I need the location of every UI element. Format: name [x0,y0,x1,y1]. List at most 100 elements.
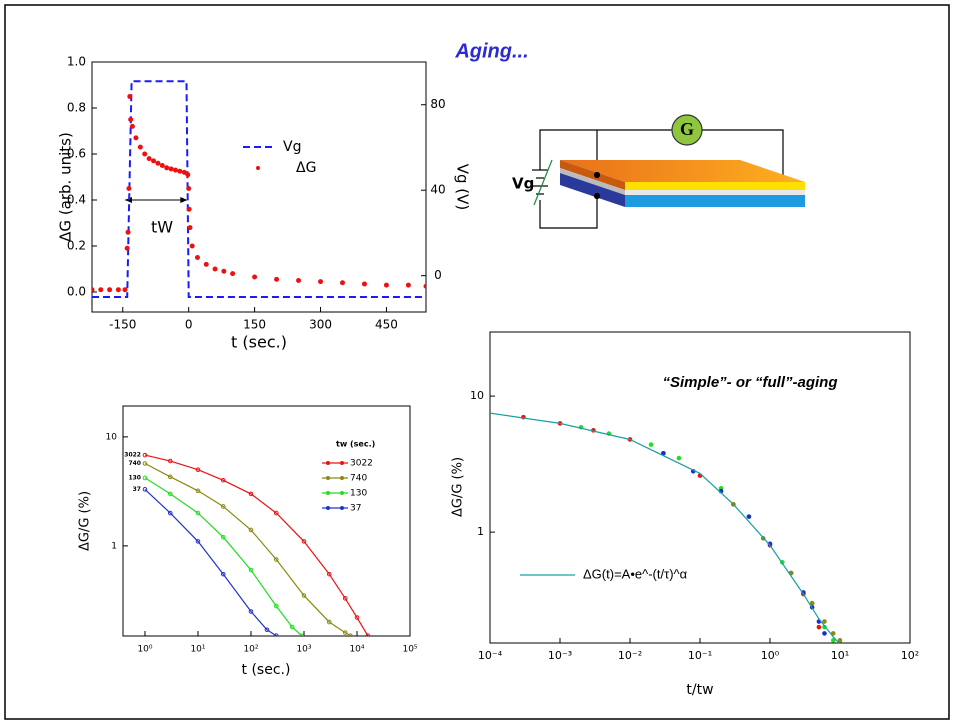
legend-swatch [340,491,344,495]
data-point [128,116,134,122]
x-tick-label: 10⁴ [349,645,364,655]
data-point [220,571,226,577]
data-point [248,491,254,497]
legend-label: ΔG [296,160,316,176]
arrow-head [124,197,188,203]
data-point [173,167,178,173]
data-point [354,615,360,620]
x-tick-label: 10⁻³ [548,649,572,662]
data-point [318,279,324,285]
legend-swatch [326,476,330,480]
data-point [365,633,371,636]
x-tick-label: 0 [185,318,193,332]
data-point [822,619,827,624]
data-point [92,287,95,293]
contact [593,171,601,179]
data-point [98,287,104,293]
annotation: “Simple”- or “full”-aging [663,374,838,391]
plot-area [142,452,371,636]
slide-title: Aging... [454,40,528,62]
data-point [167,491,173,497]
data-point [342,596,348,601]
data-point [837,638,843,643]
data-point [203,261,209,267]
data-point [830,631,836,636]
wire [539,129,672,170]
legend-swatch [340,506,344,510]
data-point [129,123,135,129]
y2-tick-label: 0 [434,268,442,282]
x-tick-label: 10¹ [831,649,849,662]
data-point [405,282,411,288]
data-line [144,462,351,636]
legend-label: 130 [350,489,367,499]
data-point [164,165,170,171]
y2-tick-label: 80 [430,97,445,111]
data-point [230,271,236,277]
wire [702,129,784,182]
data-point [301,593,307,598]
data-line [144,477,303,636]
x-tick-label: 10⁵ [402,645,417,655]
data-point [273,603,279,609]
data-point [122,287,128,293]
wire [539,196,598,229]
x-tick-label: 150 [243,318,266,332]
plot-frame [122,405,411,637]
data-point [423,283,426,289]
data-point [220,534,226,540]
data-point [142,461,148,466]
data-point [177,168,183,174]
data-point [155,160,161,166]
data-point [648,442,654,447]
y-tick-label: 0.6 [67,146,86,160]
data-point [186,206,192,212]
y-axis-title: ΔG/G (%) [78,491,93,551]
x-tick-label: 10⁻¹ [688,649,712,662]
data-point [220,504,226,509]
y-tick-label: 0.8 [67,100,86,114]
data-point [273,557,279,562]
data-point [115,287,121,293]
data-point [107,287,113,293]
y-tick-label: 1 [477,525,484,538]
legend-swatch [340,461,344,465]
data-point [340,280,345,286]
data-point [273,510,279,516]
x-axis-title: t (sec.) [231,333,287,352]
data-point [159,162,165,168]
data-point [167,474,173,480]
data-point [361,281,367,287]
y-tick-label: 10 [106,432,118,442]
data-point [195,467,201,472]
layer-front [625,190,805,195]
data-point [296,277,302,283]
data-point [248,527,254,533]
legend-label: ΔG(t)=A•e^-(t/τ)^α [583,566,688,581]
legend-label: 3022 [350,459,373,469]
data-point [167,510,173,516]
data-point [151,158,157,164]
x-axis-title: t (sec.) [242,662,291,678]
data-point [195,539,201,544]
data-point [383,282,389,288]
x-tick-label: 10⁻⁴ [478,649,503,662]
data-point [816,624,822,630]
legend-swatch [326,506,330,510]
data-point [299,633,304,636]
data-point [830,638,836,643]
data-point [264,627,270,633]
data-point [326,571,332,577]
data-point [822,631,827,636]
data-line [144,454,369,636]
y-tick-label: 1.0 [67,55,86,69]
series-label: 37 [133,486,141,493]
y-tick-label: 0.4 [67,192,86,206]
legend-swatch [326,491,330,495]
plot-area [490,412,843,643]
annotation: tW [151,218,173,237]
data-point [181,169,187,175]
data-point [142,452,148,458]
data-line [144,488,277,636]
